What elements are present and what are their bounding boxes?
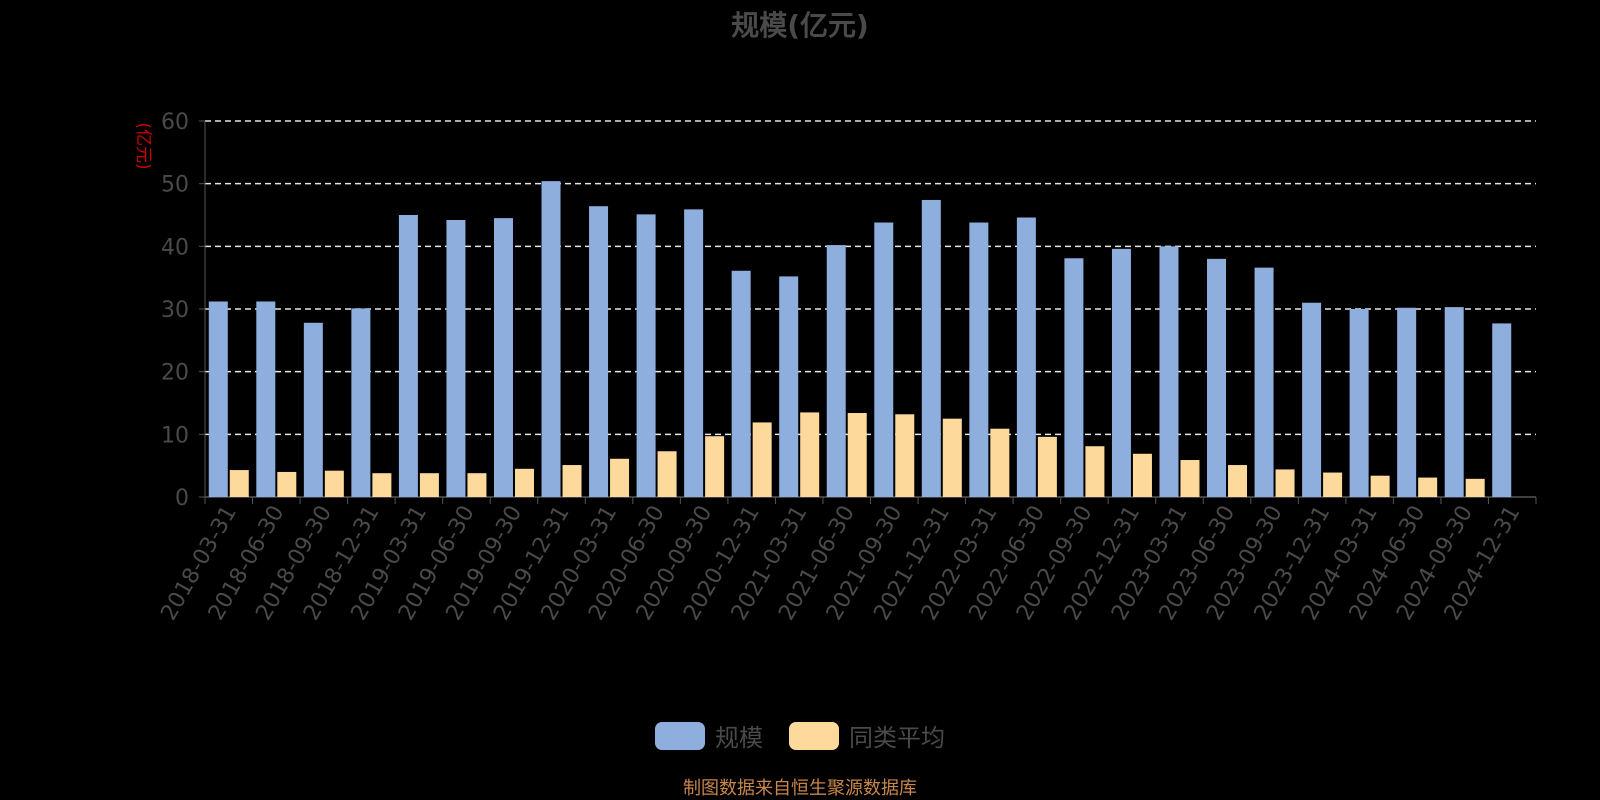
bar-scale [1444,307,1464,497]
bar-peer-average [229,470,249,497]
grid-lines [205,120,1536,436]
bar-scale [1064,258,1084,497]
bar-scale [1397,307,1417,497]
bar-peer-average [467,473,487,497]
bar-peer-average [705,436,725,497]
bar-scale [303,322,323,497]
bar-scale [541,181,561,497]
legend-swatch-peer-average [789,721,839,750]
legend-item-peer-average[interactable]: 同类平均 [789,718,945,753]
bar-scale [1349,309,1369,497]
y-axis-title: (亿元) [133,122,153,169]
bars [208,181,1512,498]
bar-scale [779,276,799,497]
bar-peer-average [657,451,677,497]
y-tick-label: 60 [161,110,189,135]
bar-scale [636,214,656,497]
bar-peer-average [895,414,915,497]
bar-scale [1254,267,1274,497]
bar-scale [589,206,609,497]
bar-scale [398,215,418,497]
bar-scale [1111,248,1131,497]
bar-peer-average [1465,478,1485,497]
bar-scale [1207,258,1227,497]
bar-peer-average [800,412,820,497]
bar-peer-average [1132,453,1152,497]
y-tick-label: 20 [161,361,189,386]
bar-peer-average [1323,472,1343,497]
bar-peer-average [514,468,534,497]
bar-scale [256,301,276,497]
bar-peer-average [847,413,867,497]
y-tick-label: 30 [161,298,189,323]
bar-scale [1302,302,1322,497]
bar-peer-average [562,465,582,497]
bar-peer-average [1418,477,1438,497]
bar-scale [446,220,466,497]
bar-peer-average [942,418,962,497]
source-note: 制图数据来自恒生聚源数据库 [683,778,917,799]
bar-peer-average [1037,436,1057,497]
bar-peer-average [324,470,344,497]
chart-title: 规模(亿元) [731,9,869,42]
bar-scale [208,301,228,497]
bar-scale [826,245,846,497]
bar-scale [1016,217,1036,498]
bar-peer-average [990,428,1010,497]
bar-scale [1159,246,1179,497]
bar-scale [493,218,513,497]
bar-peer-average [277,471,297,497]
y-tick-label: 40 [161,235,189,260]
legend-item-scale[interactable]: 规模 [655,718,763,753]
bar-peer-average [419,473,439,497]
bar-scale [351,308,371,497]
bar-peer-average [610,458,630,497]
legend-label-peer-average: 同类平均 [849,724,945,752]
bar-scale [1492,323,1512,497]
bar-scale [684,209,704,498]
legend-swatch-scale [655,721,705,750]
bar-peer-average [372,473,392,497]
bar-scale [731,270,751,497]
bar-scale [874,222,894,497]
y-tick-label: 0 [175,486,189,511]
bar-peer-average [1275,469,1295,497]
bar-peer-average [1180,460,1200,497]
legend: 规模 同类平均 [0,718,1600,753]
bar-scale [969,222,989,497]
bar-peer-average [752,422,772,497]
bar-peer-average [1370,475,1390,497]
legend-label-scale: 规模 [715,724,763,752]
bar-peer-average [1228,465,1248,497]
y-tick-label: 10 [161,423,189,448]
bar-scale [921,199,941,497]
y-tick-label: 50 [161,173,189,198]
bar-peer-average [1085,446,1105,497]
